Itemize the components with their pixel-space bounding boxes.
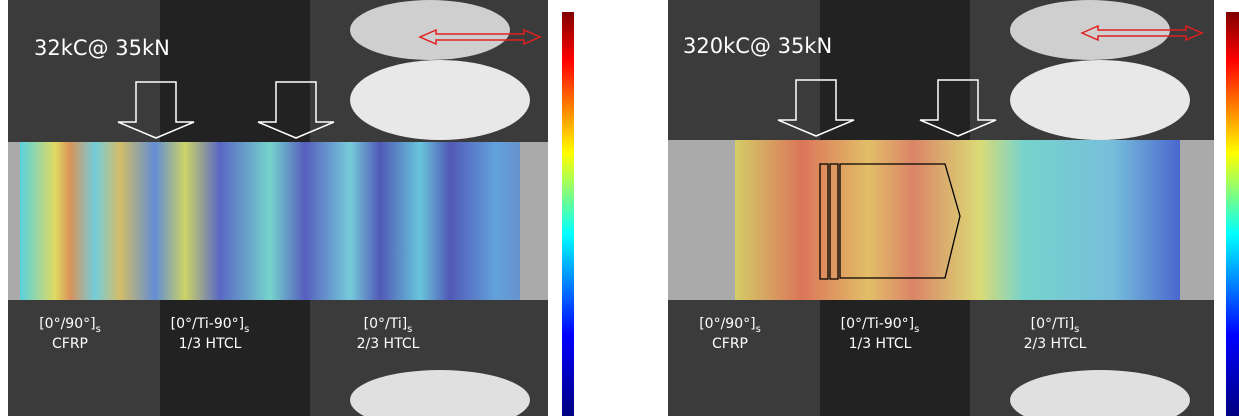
subscript: s	[244, 324, 249, 335]
background	[350, 60, 530, 140]
subscript: s	[96, 324, 101, 335]
layup: [0°/90°]	[699, 316, 755, 332]
colorbar-frame	[550, 8, 562, 416]
material-label: 1/3 HTCL	[849, 336, 912, 352]
layup: [0°/Ti-90°]	[841, 316, 914, 332]
layup: [0°/Ti]	[1031, 316, 1075, 332]
material-label: 1/3 HTCL	[179, 336, 242, 352]
panel-title: 320kC@ 35kN	[683, 34, 832, 58]
panel: 320kC@ 35kN	[668, 0, 1239, 416]
strain-field	[735, 140, 1180, 300]
material-label: CFRP	[712, 336, 748, 352]
subscript: s	[1074, 324, 1079, 335]
subscript: s	[914, 324, 919, 335]
background	[1010, 60, 1190, 140]
material-label: CFRP	[52, 336, 88, 352]
panel-title: 32kC@ 35kN	[34, 36, 170, 60]
layup: [0°/Ti-90°]	[171, 316, 244, 332]
colorbar	[1226, 12, 1239, 416]
subscript: s	[407, 324, 412, 335]
colorbar-frame	[1214, 8, 1226, 416]
material-label: 2/3 HTCL	[357, 336, 420, 352]
strain-field	[20, 142, 520, 300]
layup: [0°/90°]	[39, 316, 95, 332]
background	[350, 0, 510, 60]
subscript: s	[756, 324, 761, 335]
panel: 32kC@ 35kN	[8, 0, 574, 416]
layup: [0°/Ti]	[364, 316, 408, 332]
figure: 32kC@ 35kN 320kC@ 35kN [0°/90°]sCFRP[0°/…	[0, 0, 1239, 416]
colorbar	[562, 12, 574, 416]
material-label: 2/3 HTCL	[1024, 336, 1087, 352]
